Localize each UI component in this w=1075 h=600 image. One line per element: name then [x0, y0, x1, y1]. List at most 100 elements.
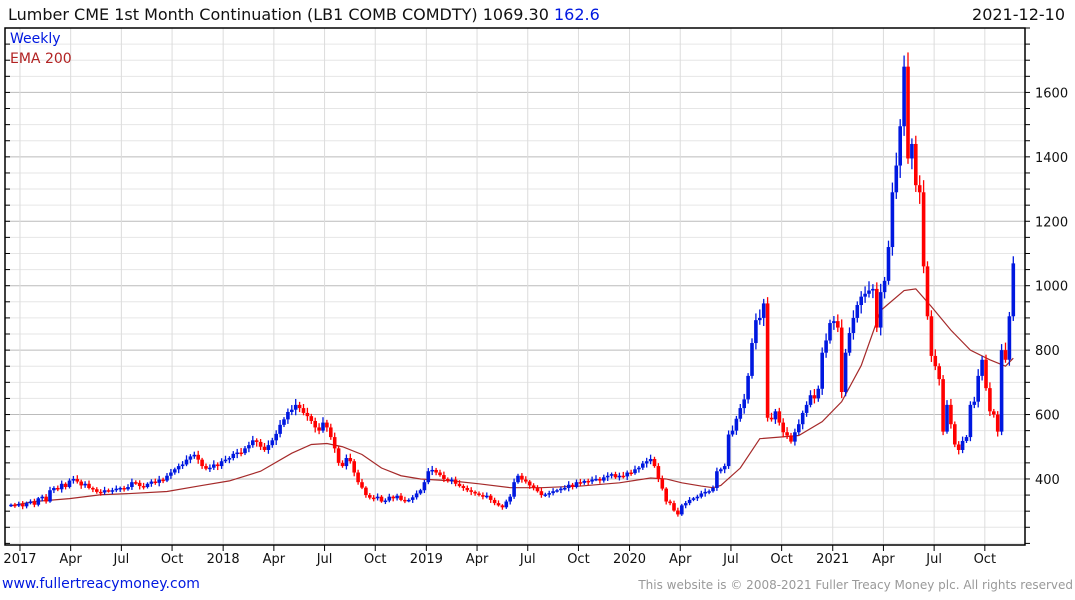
candle-up — [383, 500, 388, 503]
candle-down — [765, 303, 770, 418]
candle-up — [976, 375, 980, 402]
candle-down — [668, 501, 672, 504]
candle-down — [301, 408, 306, 413]
candle-up — [726, 434, 731, 467]
candle-up — [555, 490, 559, 492]
candle-up — [648, 458, 653, 462]
candle-up — [602, 477, 606, 481]
candle-down — [122, 487, 126, 490]
candle-up — [722, 466, 727, 470]
candle-up — [808, 395, 813, 405]
candle-down — [539, 491, 544, 496]
candle-up — [266, 445, 271, 450]
candle-up — [707, 491, 711, 493]
candle-up — [797, 424, 801, 433]
candle-down — [598, 478, 602, 481]
candle-up — [945, 404, 949, 432]
candle-up — [547, 493, 551, 495]
candle-up — [1011, 263, 1016, 317]
candle-up — [212, 464, 216, 468]
candle-up — [902, 66, 906, 127]
candle-down — [836, 321, 840, 328]
candle-up — [582, 480, 587, 483]
candle-down — [1003, 350, 1008, 360]
x-tick-label: 2021 — [816, 552, 849, 567]
candle-up — [223, 459, 228, 462]
candle-down — [137, 482, 142, 487]
candle-down — [664, 488, 668, 502]
x-tick-label: 2018 — [207, 552, 240, 567]
candle-down — [925, 266, 930, 317]
candle-down — [262, 446, 267, 450]
candle-up — [566, 484, 571, 488]
chart-date: 2021-12-10 — [972, 5, 1065, 24]
grid — [5, 27, 1025, 545]
candle-up — [820, 352, 824, 389]
candle-up — [641, 463, 645, 468]
candle-up — [243, 448, 247, 454]
y-tick-label: 1000 — [1035, 280, 1068, 295]
candle-up — [703, 491, 707, 494]
x-tick-label: 2019 — [410, 552, 443, 567]
candle-down — [988, 388, 992, 412]
candle-up — [126, 487, 130, 490]
candle-up — [878, 292, 883, 328]
candle-down — [914, 143, 918, 186]
candle-down — [781, 422, 785, 433]
candle-up — [746, 375, 750, 400]
candle-up — [67, 480, 72, 488]
candle-down — [570, 484, 575, 488]
candle-down — [204, 466, 208, 469]
site-link[interactable]: www.fullertreacymoney.com — [2, 576, 200, 592]
x-tick-label: Jul — [316, 552, 333, 567]
x-tick-label: Oct — [567, 552, 589, 567]
candle-down — [403, 499, 407, 502]
candle-down — [196, 454, 200, 460]
candle-up — [512, 482, 516, 497]
candle-up — [293, 404, 298, 410]
candle-down — [984, 359, 988, 389]
candle-down — [305, 412, 310, 417]
candle-up — [24, 503, 29, 507]
y-tick-label: 800 — [1035, 344, 1060, 359]
candle-down — [578, 482, 583, 484]
candle-down — [929, 316, 934, 356]
x-tick-label: Jul — [519, 552, 536, 567]
candle-up — [754, 320, 758, 344]
candle-up — [321, 422, 325, 431]
x-tick-label: Oct — [161, 552, 183, 567]
candle-up — [410, 497, 415, 500]
candle-down — [258, 441, 263, 447]
legend-weekly: Weekly — [10, 31, 61, 47]
candle-up — [719, 469, 723, 472]
candle-down — [672, 503, 676, 511]
candle-down — [313, 420, 317, 428]
candle-up — [184, 459, 189, 465]
candle-up — [52, 487, 56, 491]
candle-up — [395, 495, 399, 499]
candle-down — [488, 495, 493, 500]
x-tick-label: Apr — [466, 552, 489, 567]
candle-down — [297, 404, 302, 409]
candle-up — [274, 433, 278, 441]
candle-down — [141, 486, 146, 488]
candle-down — [941, 379, 945, 432]
candle-up — [894, 165, 899, 193]
candle-up — [235, 452, 239, 455]
candle-up — [594, 478, 598, 481]
candle-up — [247, 445, 251, 449]
candle-up — [270, 440, 275, 446]
candle-up — [972, 401, 977, 405]
candle-down — [477, 493, 481, 496]
candle-down — [527, 481, 532, 486]
candle-up — [180, 464, 185, 467]
candle-down — [134, 482, 138, 484]
candle-down — [500, 505, 505, 508]
candle-down — [13, 504, 17, 507]
candle-up — [886, 247, 891, 281]
candle-up — [188, 456, 193, 460]
candle-up — [422, 482, 427, 491]
candle-down — [332, 437, 337, 449]
candle-up — [687, 499, 692, 504]
candle-up — [738, 408, 743, 419]
